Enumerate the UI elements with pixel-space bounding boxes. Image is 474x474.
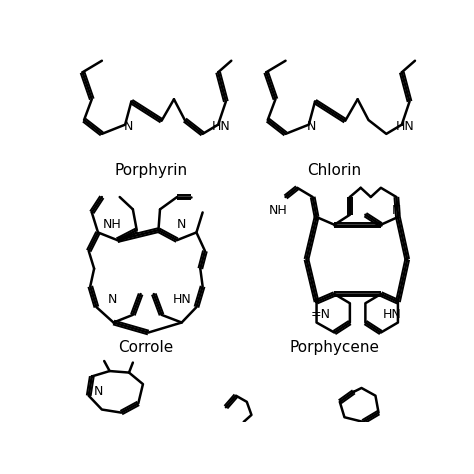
Text: Porphyrin: Porphyrin [114,164,187,178]
Text: Chlorin: Chlorin [307,164,362,178]
Text: NH: NH [102,218,121,231]
Text: HN: HN [383,308,401,321]
Text: N: N [107,293,117,306]
Text: HN: HN [395,119,414,133]
Text: N: N [93,385,103,398]
Text: N: N [124,119,133,133]
Text: N: N [307,119,317,133]
Text: HN: HN [212,119,230,133]
Text: N: N [392,204,401,218]
Text: =N: =N [310,308,330,321]
Text: Corrole: Corrole [118,340,173,356]
Text: Porphycene: Porphycene [289,340,379,356]
Text: N: N [177,218,186,231]
Text: HN: HN [173,293,191,306]
Text: NH: NH [268,204,287,218]
